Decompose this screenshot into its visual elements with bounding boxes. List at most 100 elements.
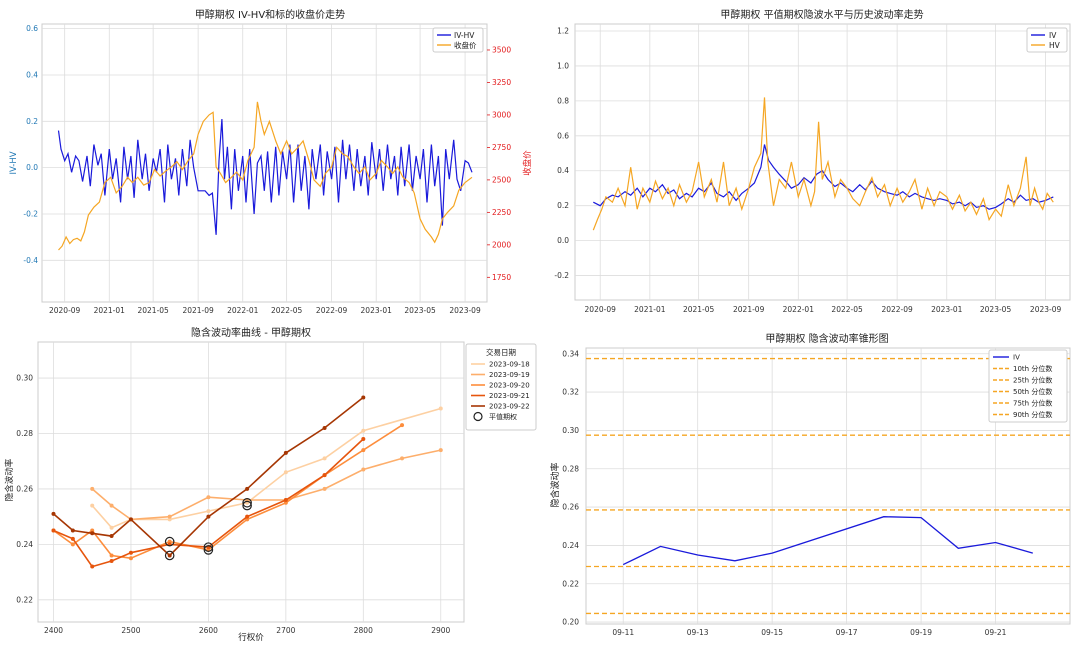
p3-smile-point	[438, 406, 443, 411]
p1-x-tick-label: 2023-05	[404, 306, 436, 315]
p3-smile-point	[51, 528, 56, 533]
p2-x-tick-label: 2022-01	[783, 305, 815, 314]
p4-x-tick-label: 09-13	[687, 628, 709, 637]
p2-x-tick-label: 2022-09	[881, 305, 913, 314]
p1-title: 甲醇期权 IV-HV和标的收盘价走势	[195, 8, 345, 21]
p3-smile-point	[361, 467, 366, 472]
p3-smile-point	[206, 509, 211, 514]
p1-y-tick-label: -0.2	[23, 209, 38, 218]
p4-title: 甲醇期权 隐含波动率锥形图	[765, 332, 888, 345]
p2-y-tick-label: 1.2	[557, 26, 569, 35]
p3-smile-point	[283, 500, 288, 505]
p3-smile-point	[245, 486, 250, 491]
p3-y-tick-label: 0.28	[16, 429, 33, 438]
p1-right-y-axis-label: 收盘价	[522, 150, 533, 176]
p3-smile-point	[361, 437, 366, 442]
p3-legend-atm-marker	[473, 411, 483, 422]
p3-smile-point	[90, 503, 95, 508]
p1-right-y-tick-label: 3250	[492, 78, 511, 87]
p1-x-tick-label: 2021-01	[94, 306, 126, 315]
p3-smile-point	[361, 395, 366, 400]
p2-x-tick-label: 2023-01	[931, 305, 963, 314]
p4-legend-label: 90th 分位数	[1013, 410, 1052, 419]
p3-y-axis-label: 隐含波动率	[4, 458, 15, 501]
p1-x-tick-label: 2020-09	[49, 306, 81, 315]
p3-legend-label: 2023-09-18	[489, 361, 530, 369]
p3-atm-marker	[242, 497, 252, 508]
p2-y-tick-label: 0.4	[557, 166, 569, 175]
p3-smile-point	[90, 528, 95, 533]
p1-y-tick-label: 0.2	[26, 117, 38, 126]
p1-right-y-tick-label: 3500	[492, 45, 511, 54]
p1-y-tick-label: -0.4	[23, 256, 38, 265]
p1-y-tick-label: 0.6	[26, 24, 38, 33]
p1-right-y-tick-label: 3000	[492, 110, 511, 119]
p1-x-tick-label: 2022-01	[227, 306, 259, 315]
p3-legend-label: 2023-09-19	[489, 371, 530, 379]
p2-legend	[1026, 27, 1068, 53]
p2-x-tick-label: 2021-09	[733, 305, 765, 314]
p3-smile-point	[283, 450, 288, 455]
p3-smile-point	[245, 514, 250, 519]
p4-legend-label: 25th 分位数	[1013, 376, 1052, 385]
p1-legend	[432, 27, 484, 53]
p2-plot-area	[574, 23, 1071, 301]
p2-legend-label: IV	[1049, 31, 1057, 40]
p3-smile-point	[90, 564, 95, 569]
p3-y-tick-label: 0.24	[16, 540, 33, 549]
p2-y-tick-label: 0.8	[557, 96, 569, 105]
p2-y-tick-label: 1.0	[557, 61, 569, 70]
p3-smile-point	[167, 539, 172, 544]
p3-smile-point	[167, 517, 172, 522]
p4-x-tick-label: 09-21	[985, 628, 1007, 637]
p2-x-tick-label: 2020-09	[585, 305, 617, 314]
p4-x-tick-label: 09-15	[761, 628, 783, 637]
p1-y-tick-label: 0.0	[26, 163, 38, 172]
p1-right-y-tick-label: 2250	[492, 208, 511, 217]
p3-atm-marker	[164, 536, 175, 547]
p3-smile-point	[206, 514, 211, 519]
p3-x-tick-label: 2800	[354, 626, 373, 635]
p3-atm-marker	[203, 545, 214, 555]
p4-y-tick-label: 0.30	[562, 426, 579, 435]
p1-legend-label: IV-HV	[454, 31, 475, 40]
p2-x-tick-label: 2023-05	[980, 305, 1012, 314]
p3-legend	[465, 343, 537, 431]
p4-y-axis-label: 隐含波动率	[549, 462, 561, 507]
p3-smile-point	[400, 456, 405, 461]
p4-y-tick-label: 0.32	[562, 388, 579, 397]
p2-title: 甲醇期权 平值期权隐波水平与历史波动率走势	[720, 8, 923, 21]
p3-smile-point	[322, 473, 327, 478]
p3-smile-point	[361, 428, 366, 433]
p3-smile-line	[91, 407, 442, 529]
p4-legend-label: 10th 分位数	[1013, 364, 1052, 373]
p3-smile-point	[167, 553, 172, 558]
p1-y-tick-label: 0.4	[26, 70, 38, 79]
p1-x-tick-label: 2023-01	[361, 306, 393, 315]
p4-y-tick-label: 0.28	[562, 464, 579, 473]
p3-x-tick-label: 2400	[44, 626, 63, 635]
p4-y-tick-label: 0.22	[562, 579, 579, 588]
p4-y-tick-label: 0.20	[562, 618, 579, 627]
p4-x-tick-label: 09-19	[910, 628, 932, 637]
p3-smile-point	[51, 511, 56, 516]
p1-right-y-tick-label: 2000	[492, 240, 511, 249]
p3-smile-point	[322, 425, 327, 430]
p1-x-tick-label: 2022-05	[271, 306, 303, 315]
p3-smile-point	[322, 456, 327, 461]
p3-smile-point	[206, 495, 211, 500]
p3-smile-point	[109, 559, 114, 564]
p4-x-tick-label: 09-11	[612, 628, 634, 637]
p4-y-tick-label: 0.26	[562, 503, 579, 512]
p3-smile-point	[361, 448, 366, 453]
p3-x-tick-label: 2700	[276, 626, 295, 635]
p3-x-axis-label: 行权价	[238, 632, 264, 643]
p3-y-tick-label: 0.22	[16, 595, 33, 604]
p2-y-tick-label: 0.6	[557, 131, 569, 140]
p3-smile-point	[128, 556, 133, 561]
p3-smile-point	[70, 528, 75, 533]
p3-legend-label: 2023-09-21	[489, 392, 530, 400]
p3-x-tick-label: 2500	[121, 626, 140, 635]
p4-y-tick-label: 0.24	[562, 541, 579, 550]
